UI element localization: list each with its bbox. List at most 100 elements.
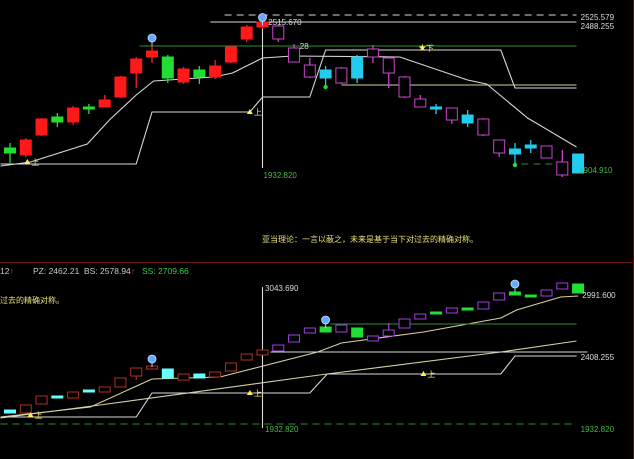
curve-line xyxy=(0,340,577,419)
candle-body xyxy=(461,307,474,311)
candle-body xyxy=(240,26,253,40)
candle-body xyxy=(524,294,537,298)
candle-body xyxy=(366,48,379,58)
candle-body xyxy=(477,118,490,136)
candle-body xyxy=(67,391,80,399)
triangle-up-icon xyxy=(246,390,253,395)
price-label: 28 xyxy=(300,42,309,51)
candle-body xyxy=(51,116,64,123)
candle-body xyxy=(493,139,506,154)
price-label: 1932.820 xyxy=(265,425,299,434)
candle-body xyxy=(288,47,301,63)
candle-body xyxy=(35,395,48,405)
candle-body xyxy=(524,144,537,149)
candle-body xyxy=(335,324,348,333)
candle-body xyxy=(240,353,253,361)
bs-value: BS: 2578.94 xyxy=(84,266,131,276)
candle-body xyxy=(540,145,553,159)
triangle-up-icon xyxy=(246,109,253,114)
balloon-icon xyxy=(147,354,157,364)
bs-value-group: BS: 2578.94↑ xyxy=(84,266,135,276)
candle-body xyxy=(98,99,111,108)
candle-body xyxy=(51,395,64,399)
candle-body xyxy=(556,161,569,176)
candle-body xyxy=(19,404,32,414)
curve-line xyxy=(0,295,579,418)
price-label: 1904.910 xyxy=(579,166,613,175)
candle-body xyxy=(224,46,237,63)
candle-body xyxy=(130,58,143,74)
candle-body xyxy=(114,377,127,388)
triangle-up-icon xyxy=(24,159,31,164)
signal-label: 上 xyxy=(35,411,43,420)
candle-body xyxy=(477,301,490,310)
candle-body xyxy=(177,68,190,83)
candle-body xyxy=(224,362,237,372)
candle-body xyxy=(445,107,458,121)
candle-body xyxy=(351,56,364,79)
triangle-up-icon xyxy=(420,371,427,376)
signal-label: 上 xyxy=(254,389,262,398)
candle-body xyxy=(303,327,316,334)
ss-value: SS: 2709.66 xyxy=(142,266,189,276)
candle-body xyxy=(19,139,32,156)
signal-label: 上 xyxy=(31,158,39,167)
step-line xyxy=(0,355,577,418)
first-value: 12 xyxy=(0,266,10,276)
candle-body xyxy=(414,313,427,320)
annotation-fragment: 过去的精确对称。 xyxy=(0,296,64,305)
header-first-value: 12↑ xyxy=(0,266,14,276)
candle-body xyxy=(445,307,458,314)
candle-body xyxy=(146,50,159,58)
dot-marker xyxy=(512,162,518,168)
candle-body xyxy=(272,25,285,40)
balloon-icon xyxy=(510,279,520,289)
candle-body xyxy=(303,64,316,78)
balloon-icon xyxy=(321,315,331,325)
balloon-icon xyxy=(147,33,157,43)
pz-value: PZ: 2462.21 xyxy=(33,266,80,276)
candle-body xyxy=(319,69,332,79)
balloon-icon xyxy=(258,13,267,22)
candle-body xyxy=(193,373,206,379)
candle-body xyxy=(114,76,127,98)
curve-line xyxy=(0,55,577,167)
price-label: 2488.255 xyxy=(581,22,615,31)
candle-body xyxy=(82,106,95,110)
candle-body xyxy=(209,65,222,78)
up-arrow-icon: ↑ xyxy=(9,266,14,276)
price-label: 3043.690 xyxy=(265,284,299,293)
candle-body xyxy=(4,409,16,414)
candle-body xyxy=(414,98,427,108)
up-arrow-icon: ↑ xyxy=(130,266,136,276)
candle-body xyxy=(540,289,553,297)
candle-body xyxy=(272,344,285,352)
candle-body xyxy=(161,56,174,79)
panel-separator xyxy=(0,262,634,263)
candle-body xyxy=(382,329,395,337)
candle-body xyxy=(82,389,95,393)
candle-body xyxy=(177,373,190,381)
price-label: 1932.820 xyxy=(263,171,297,180)
candle-body xyxy=(35,118,48,136)
candle-body xyxy=(430,311,443,315)
step-line xyxy=(0,49,577,165)
candle-body xyxy=(572,153,585,174)
candle-body xyxy=(67,107,80,123)
price-label: 2408.255 xyxy=(581,353,615,362)
triangle-up-icon xyxy=(27,412,34,417)
candle-body xyxy=(209,371,222,378)
candle-body xyxy=(398,318,411,329)
signal-label: 下 xyxy=(426,44,434,53)
candle-body xyxy=(335,67,348,84)
candle-body xyxy=(430,106,443,110)
dot-marker xyxy=(323,84,328,90)
candle-body xyxy=(382,57,395,74)
price-label: 2525.579 xyxy=(581,13,615,22)
candle-body xyxy=(398,76,411,98)
candle-body xyxy=(508,148,521,155)
candle-body xyxy=(556,282,569,290)
signal-label: 上 xyxy=(254,108,262,117)
star-icon: ★ xyxy=(418,43,427,54)
